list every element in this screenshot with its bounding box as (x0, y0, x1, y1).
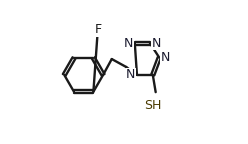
Text: N: N (151, 37, 161, 50)
Text: N: N (161, 51, 170, 64)
Text: N: N (126, 68, 135, 81)
Text: N: N (124, 37, 133, 50)
Text: F: F (94, 23, 102, 36)
Text: SH: SH (144, 99, 161, 112)
